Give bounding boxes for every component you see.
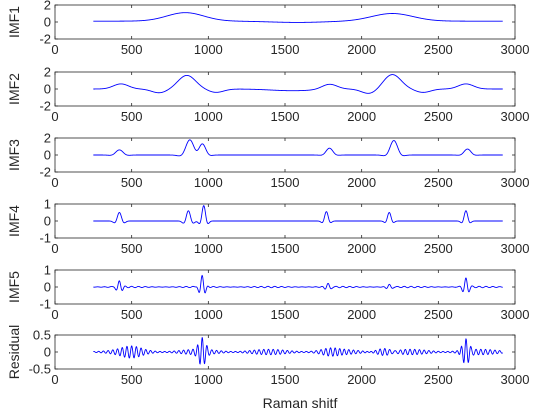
x-tick-label: 2000 (347, 42, 376, 57)
x-tick-label: 1500 (271, 109, 300, 124)
y-tick-label: 0 (44, 15, 51, 30)
x-tick-label: 500 (121, 307, 143, 322)
x-tick-label: 1500 (271, 42, 300, 57)
x-tick-label: 500 (121, 241, 143, 256)
x-tick-label: 2500 (424, 241, 453, 256)
y-tick-label: 0 (44, 214, 51, 229)
x-tick-label: 500 (121, 175, 143, 190)
x-tick-label: 1500 (271, 372, 300, 387)
x-tick-label: 3000 (501, 241, 530, 256)
axes-box-6 (54, 334, 516, 370)
x-tick-label: 1000 (194, 109, 223, 124)
x-tick-label: 500 (121, 109, 143, 124)
series-line-4 (93, 205, 503, 225)
x-tick-label: 2000 (347, 175, 376, 190)
y-axis-label-4: IMF4 (6, 205, 22, 237)
x-tick-label: 500 (121, 42, 143, 57)
x-tick-label: 3000 (501, 175, 530, 190)
y-axis-label-2: IMF2 (6, 73, 22, 105)
y-tick-label: -1 (39, 231, 51, 246)
y-axis-label-3: IMF3 (6, 139, 22, 171)
y-axis-label-1: IMF1 (6, 6, 22, 38)
x-tick-label: 3000 (501, 307, 530, 322)
y-tick-label: 2 (44, 131, 51, 146)
x-tick-label: 0 (51, 42, 58, 57)
series-line-6 (93, 337, 504, 365)
x-tick-label: 2000 (347, 109, 376, 124)
x-tick-label: 2500 (424, 109, 453, 124)
x-tick-label: 1000 (194, 42, 223, 57)
y-tick-label: 0 (44, 148, 51, 163)
series-line-5 (93, 274, 503, 294)
x-tick-label: 0 (51, 372, 58, 387)
x-axis-label: Raman shitf (263, 395, 338, 411)
y-tick-label: -1 (39, 297, 51, 312)
series-line-3 (93, 139, 503, 157)
x-tick-label: 1500 (271, 175, 300, 190)
y-tick-label: 2 (44, 65, 51, 80)
x-tick-label: 3000 (501, 372, 530, 387)
x-tick-label: 1500 (271, 241, 300, 256)
x-tick-label: 500 (121, 372, 143, 387)
x-tick-label: 1000 (194, 241, 223, 256)
x-tick-label: 1000 (194, 307, 223, 322)
y-tick-label: -2 (39, 99, 51, 114)
x-tick-label: 2000 (347, 241, 376, 256)
x-tick-label: 1000 (194, 372, 223, 387)
y-tick-label: 1 (44, 263, 51, 278)
x-tick-label: 2000 (347, 307, 376, 322)
x-tick-label: 2500 (424, 307, 453, 322)
y-tick-label: 0 (44, 280, 51, 295)
y-tick-label: -0.5 (29, 362, 51, 377)
y-tick-label: -2 (39, 32, 51, 47)
x-tick-label: 3000 (501, 42, 530, 57)
x-tick-label: 3000 (501, 109, 530, 124)
y-axis-label-5: IMF5 (6, 271, 22, 303)
y-axis-label-6: Residual (6, 325, 22, 379)
x-tick-label: 2500 (424, 372, 453, 387)
y-tick-label: 0 (44, 345, 51, 360)
x-tick-label: 0 (51, 307, 58, 322)
y-tick-label: 0.5 (33, 328, 51, 343)
y-tick-label: 0 (44, 82, 51, 97)
x-tick-label: 0 (51, 175, 58, 190)
x-tick-label: 0 (51, 109, 58, 124)
series-line-1 (93, 12, 503, 23)
x-tick-label: 2500 (424, 175, 453, 190)
x-tick-label: 1500 (271, 307, 300, 322)
y-tick-label: 2 (44, 0, 51, 13)
x-tick-label: 2000 (347, 372, 376, 387)
series-line-2 (93, 74, 503, 94)
x-tick-label: 0 (51, 241, 58, 256)
y-tick-label: 1 (44, 197, 51, 212)
x-tick-label: 2500 (424, 42, 453, 57)
y-tick-label: -2 (39, 165, 51, 180)
x-tick-label: 1000 (194, 175, 223, 190)
